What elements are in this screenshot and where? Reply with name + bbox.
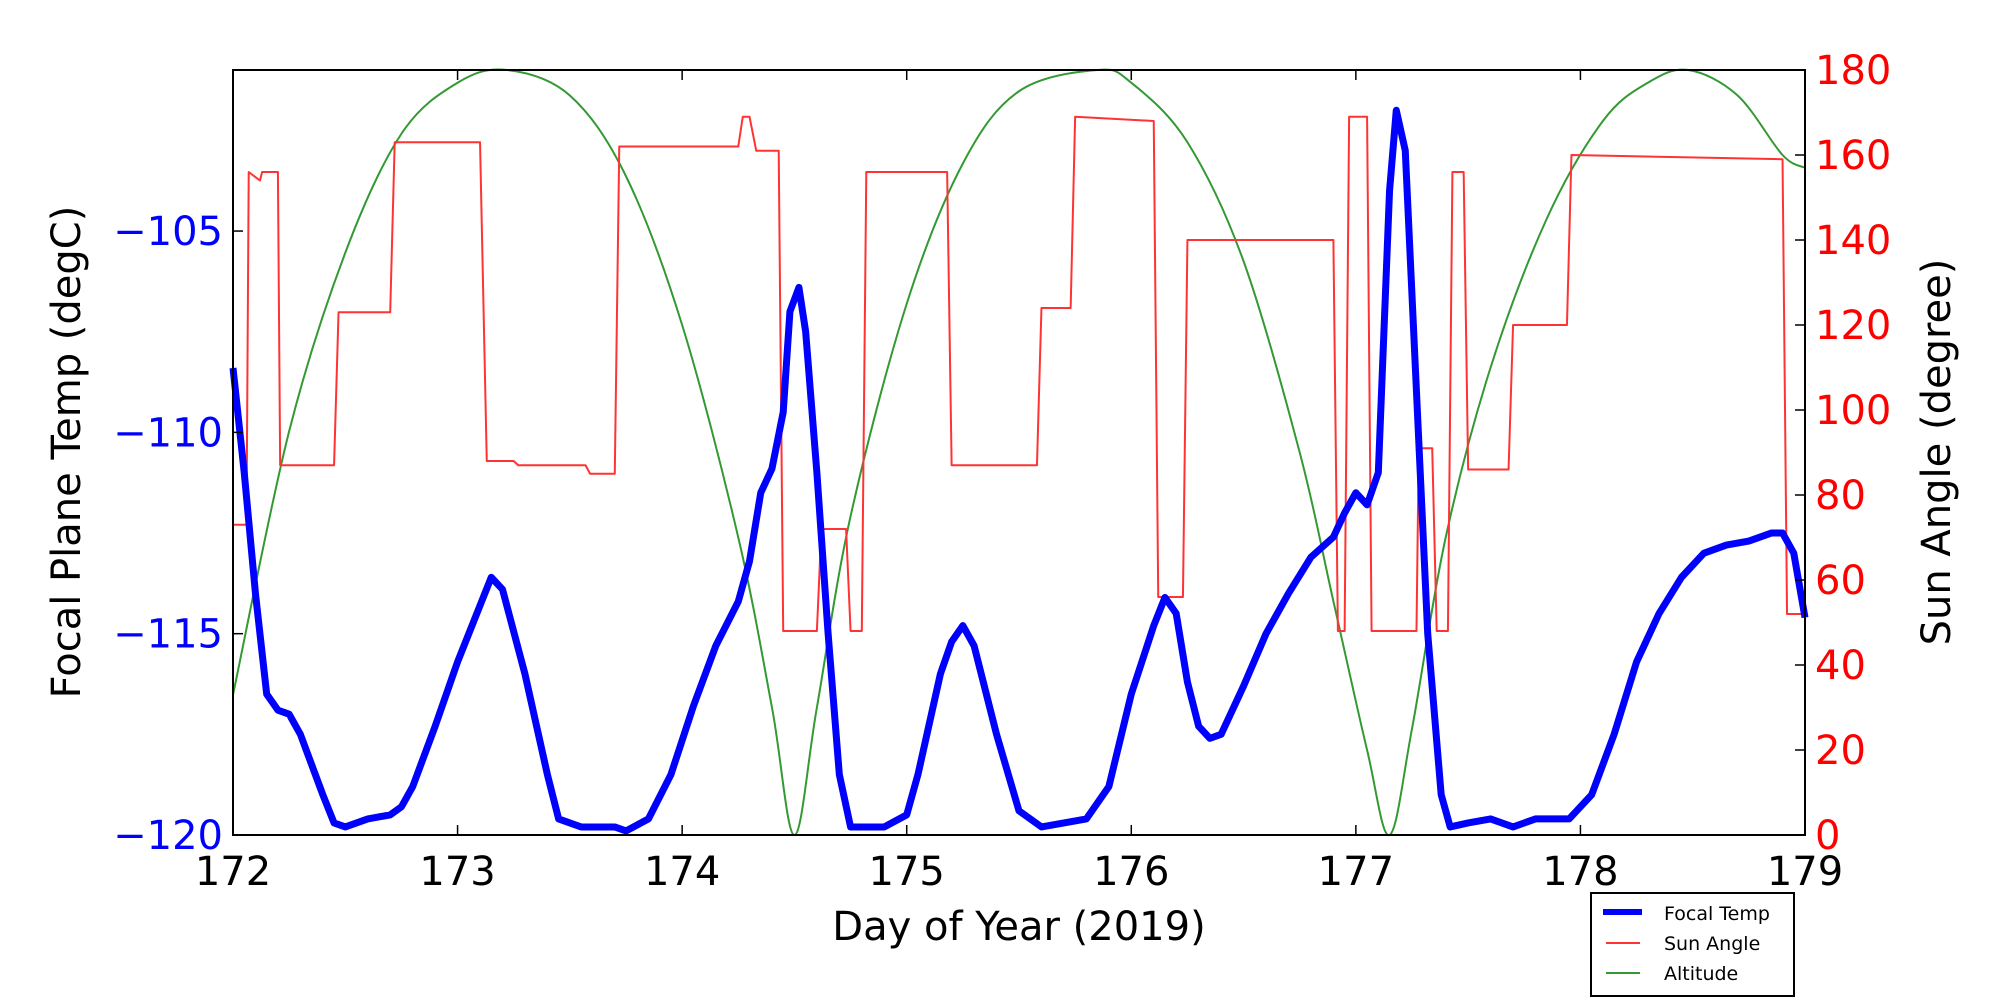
x-tick-label: 174 [644, 849, 720, 895]
ticks-layer: 172 173 174 175 176 177 178 179 −120 −115 −110 −105… [113, 48, 1891, 895]
right-axis-label: Sun Angle (degree) [1914, 259, 1960, 646]
left-y-tick-label: −110 [113, 410, 223, 456]
series-line-altitude [232, 68, 1806, 837]
right-y-tick-label: 140 [1815, 218, 1891, 264]
right-y-tick-label: 20 [1815, 728, 1866, 774]
left-y-tick-label: −105 [113, 209, 223, 255]
x-tick-label: 172 [195, 849, 271, 895]
left-axis-label: Focal Plane Temp (degC) [44, 206, 90, 699]
right-y-tick-label: 160 [1815, 133, 1891, 179]
plot-frame [232, 69, 1806, 836]
x-tick-label: 177 [1318, 849, 1394, 895]
right-y-tick-label: 120 [1815, 303, 1891, 349]
left-y-tick-label: −120 [113, 813, 223, 859]
legend: Focal Temp Sun Angle Altitude [1590, 892, 1795, 997]
x-tick-label: 179 [1767, 849, 1843, 895]
legend-label-sun-angle: Sun Angle [1664, 933, 1760, 955]
x-tick-label: 178 [1542, 849, 1618, 895]
right-y-tick-label: 180 [1815, 48, 1891, 94]
legend-label-focal-temp: Focal Temp [1664, 903, 1770, 925]
right-y-tick-label: 80 [1815, 473, 1866, 519]
x-tick-label: 175 [869, 849, 945, 895]
right-y-tick-label: 40 [1815, 643, 1866, 689]
left-y-tick-label: −115 [113, 612, 223, 658]
right-y-tick-label: 100 [1815, 388, 1891, 434]
series-layer [229, 68, 1809, 837]
series-line-focal-temp [229, 106, 1809, 835]
right-y-tick-label: 0 [1815, 813, 1840, 859]
series-line-sun-angle [233, 115, 1805, 632]
x-tick-label: 173 [419, 849, 495, 895]
x-tick-label: 176 [1093, 849, 1169, 895]
x-axis-label: Day of Year (2019) [832, 904, 1205, 950]
right-y-tick-label: 60 [1815, 558, 1866, 604]
legend-label-altitude: Altitude [1664, 963, 1738, 985]
